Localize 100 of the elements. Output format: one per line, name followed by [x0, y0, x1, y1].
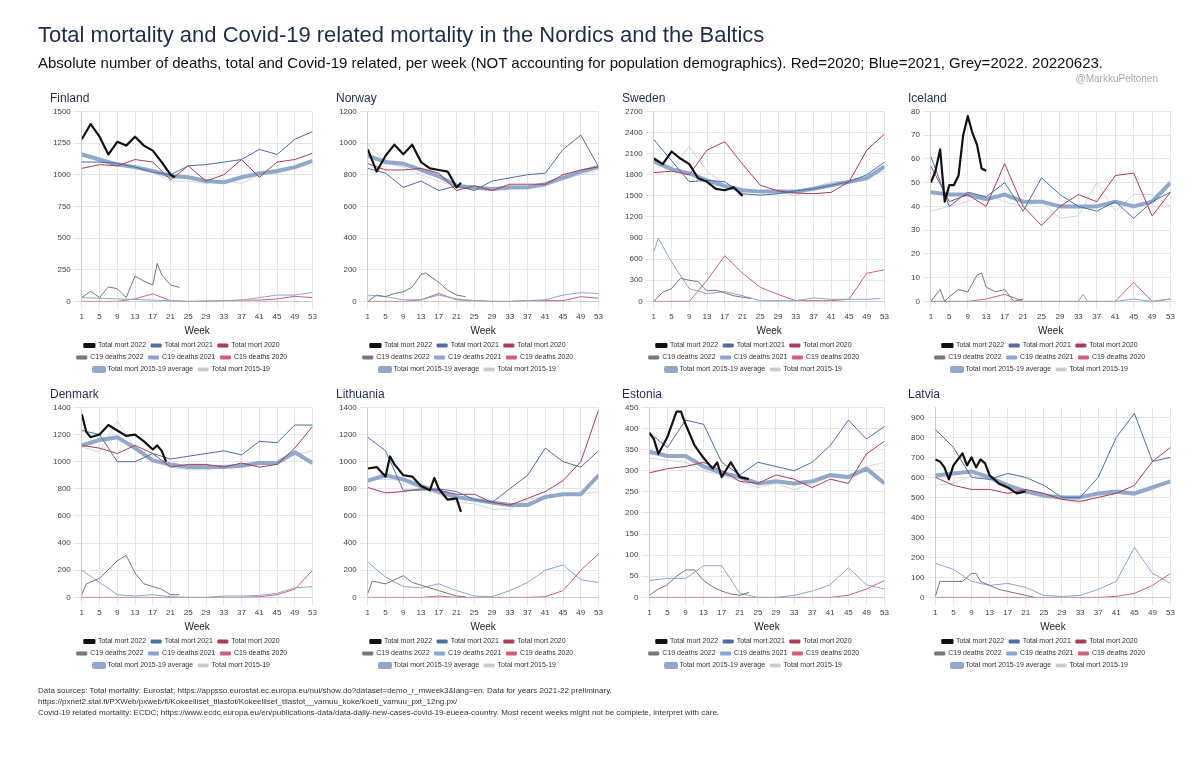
x-tick-label: 13 [416, 312, 427, 322]
y-tick-label: 400 [57, 538, 72, 548]
x-tick-label: 17 [717, 608, 727, 618]
x-tick-label: 45 [843, 608, 854, 618]
x-tick-label: 1 [647, 608, 653, 618]
y-tick-label: 100 [910, 572, 925, 582]
y-tick-label: 900 [910, 412, 925, 422]
y-tick-label: 750 [57, 201, 72, 211]
x-tick-label: 9 [969, 608, 975, 618]
y-tick-label: 800 [343, 169, 358, 179]
y-tick-label: 1400 [53, 402, 72, 412]
x-tick-label: 17 [148, 312, 158, 322]
x-tick-label: 21 [1021, 608, 1031, 618]
chart-title: Estonia [622, 386, 663, 401]
x-tick-label: 13 [130, 312, 141, 322]
y-tick-label: 250 [624, 487, 639, 497]
x-tick-label: 21 [1018, 312, 1029, 322]
x-axis-title: Week [470, 324, 497, 336]
x-tick-label: 13 [416, 608, 427, 618]
x-tick-label: 33 [791, 312, 801, 322]
x-tick-label: 29 [771, 608, 781, 618]
x-tick-label: 17 [434, 608, 444, 618]
x-tick-label: 45 [844, 312, 855, 322]
x-tick-label: 53 [308, 312, 318, 322]
x-tick-label: 17 [1003, 608, 1013, 618]
y-tick-label: 300 [910, 532, 925, 542]
x-tick-label: 29 [201, 312, 212, 322]
x-tick-label: 17 [720, 312, 730, 322]
y-tick-label: 1000 [53, 169, 72, 179]
y-tick-label: 300 [629, 275, 644, 285]
x-tick-label: 25 [753, 608, 763, 618]
y-tick-label: 50 [629, 571, 639, 581]
x-tick-label: 41 [540, 608, 551, 618]
y-tick-label: 2100 [625, 148, 644, 158]
x-tick-label: 25 [755, 312, 766, 322]
x-tick-label: 49 [1148, 608, 1158, 618]
x-axis-title: Week [184, 620, 211, 632]
x-axis-title: Week [184, 324, 211, 336]
x-tick-label: 33 [219, 608, 229, 618]
x-axis-title: Week [756, 324, 783, 336]
x-tick-label: 25 [1039, 608, 1049, 618]
x-tick-label: 25 [183, 312, 194, 322]
x-tick-label: 41 [254, 312, 265, 322]
x-tick-label: 41 [540, 312, 551, 322]
y-tick-label: 1400 [339, 402, 358, 412]
text: Absolute number of deaths, total and Covid-19 related, per week (NOT accounting for population demographics). Red=2020; Blue=2021, Grey=2022. 20220623. [38, 54, 1104, 71]
y-tick-label: 0 [66, 296, 72, 306]
y-tick-label: 1250 [53, 138, 72, 148]
x-tick-label: 17 [1000, 312, 1010, 322]
x-tick-label: 1 [79, 312, 85, 322]
x-tick-label: 37 [523, 312, 533, 322]
y-tick-label: 0 [919, 592, 925, 602]
x-tick-label: 17 [148, 608, 158, 618]
x-tick-label: 49 [862, 312, 872, 322]
x-tick-label: 53 [594, 312, 604, 322]
y-tick-label: 250 [57, 264, 72, 274]
y-tick-label: 1000 [53, 456, 72, 466]
x-tick-label: 49 [290, 312, 300, 322]
x-tick-label: 9 [683, 608, 689, 618]
x-tick-label: 21 [166, 312, 176, 322]
y-tick-label: 200 [624, 508, 639, 518]
x-tick-label: 29 [1055, 312, 1065, 322]
x-tick-label: 9 [401, 608, 407, 618]
y-tick-label: 1500 [625, 191, 644, 201]
x-tick-label: 29 [773, 312, 784, 322]
x-tick-label: 45 [558, 312, 569, 322]
chart-title: Norway [336, 90, 377, 105]
x-tick-label: 33 [1073, 312, 1084, 322]
text: Total mortality and Covid-19 related mortality in the Nordics and the Baltics [38, 22, 766, 48]
y-tick-label: 1000 [339, 138, 358, 148]
y-tick-label: 60 [910, 154, 921, 164]
x-tick-label: 9 [965, 312, 971, 322]
x-tick-label: 33 [1075, 608, 1086, 618]
chart-title: Latvia [908, 386, 941, 401]
text: Data sources: Total mortality: Eurostat; https://appsso.eurostat.ec.europa.eu/nui/show.do?dataset=demo_r_mweek3&lang=en. Data for years 2021-22 preliminary. [38, 685, 613, 696]
y-tick-label: 800 [57, 484, 72, 494]
y-tick-label: 400 [624, 423, 639, 433]
y-tick-label: 80 [910, 106, 921, 116]
x-tick-label: 49 [576, 312, 586, 322]
y-tick-label: 800 [343, 484, 358, 494]
x-tick-label: 5 [97, 312, 103, 322]
y-tick-label: 1200 [53, 429, 72, 439]
y-tick-label: 500 [910, 492, 925, 502]
x-tick-label: 53 [880, 608, 890, 618]
x-tick-label: 29 [1057, 608, 1067, 618]
x-tick-label: 53 [594, 608, 604, 618]
x-tick-label: 13 [985, 608, 995, 618]
y-tick-label: 0 [638, 296, 644, 306]
x-tick-label: 5 [97, 608, 103, 618]
x-tick-label: 33 [789, 608, 800, 618]
x-tick-label: 21 [166, 608, 176, 618]
y-tick-label: 800 [910, 432, 925, 442]
y-tick-label: 200 [343, 264, 358, 274]
chart-title: Iceland [908, 90, 947, 105]
y-tick-label: 400 [910, 512, 925, 522]
y-tick-label: 1200 [339, 106, 358, 116]
y-tick-label: 1800 [625, 169, 644, 179]
y-tick-label: 600 [629, 254, 644, 264]
x-tick-label: 21 [735, 608, 745, 618]
x-tick-label: 41 [826, 312, 837, 322]
